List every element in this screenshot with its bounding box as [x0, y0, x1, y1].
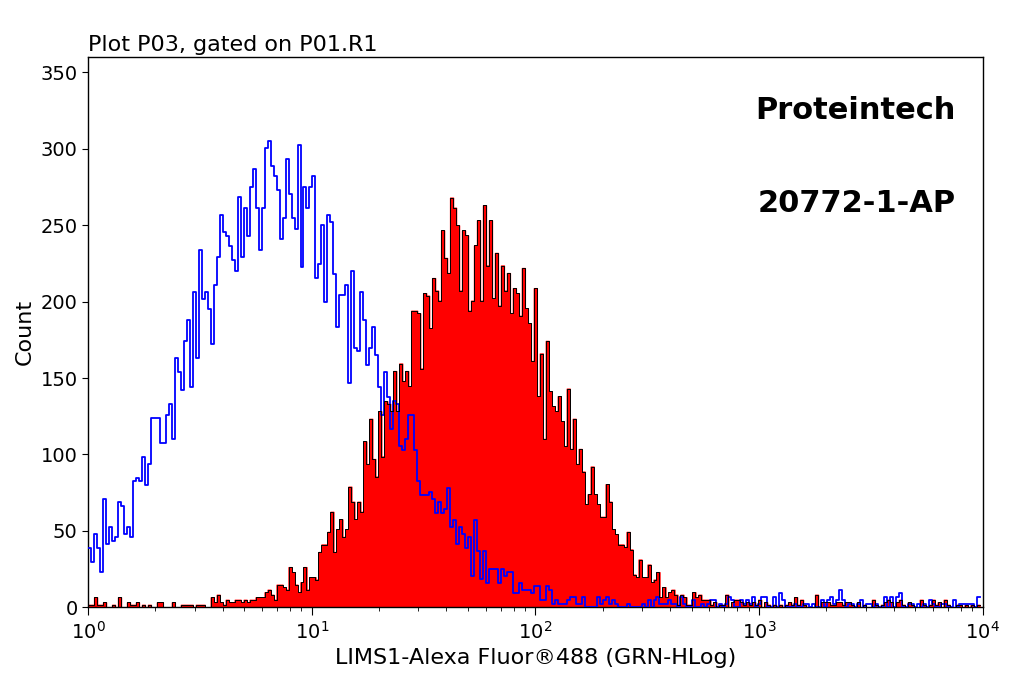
Text: 20772-1-AP: 20772-1-AP: [757, 189, 956, 218]
Y-axis label: Count: Count: [15, 299, 35, 365]
X-axis label: LIMS1-Alexa Fluor®488 (GRN-HLog): LIMS1-Alexa Fluor®488 (GRN-HLog): [335, 648, 736, 668]
Text: Proteintech: Proteintech: [755, 96, 956, 124]
Text: Plot P03, gated on P01.R1: Plot P03, gated on P01.R1: [88, 36, 378, 55]
